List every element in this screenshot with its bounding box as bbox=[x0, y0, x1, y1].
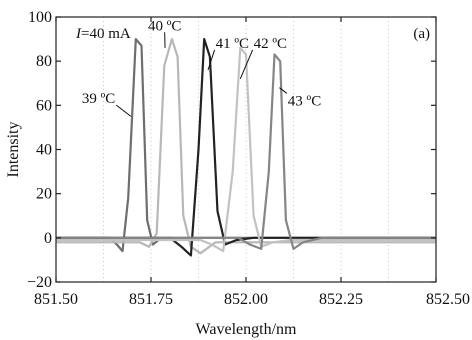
y-tick-label: 20 bbox=[36, 186, 52, 203]
axis-ticks: 851.50 851.75 852.00 852.25 852.50 −20 0 20 40 60… bbox=[27, 9, 470, 308]
condition-label: I=40 mA bbox=[75, 26, 131, 42]
x-axis-title: Wavelength/nm bbox=[196, 321, 297, 338]
panel-label: (a) bbox=[413, 26, 430, 42]
series-label-5: 43 ºC bbox=[288, 93, 321, 109]
y-axis-title: Intensity bbox=[5, 122, 22, 178]
series-annotations: 39 ºC 40 ºC 41 ºC 42 ºC 43 ºC bbox=[82, 18, 321, 117]
y-tick-label: 60 bbox=[36, 97, 52, 114]
y-tick-label: 100 bbox=[28, 9, 52, 26]
x-tick-label: 852.50 bbox=[426, 291, 470, 308]
label-leader-line bbox=[115, 104, 132, 117]
y-tick-label: 40 bbox=[36, 142, 52, 159]
series-line-2 bbox=[56, 38, 436, 255]
label-leader-line bbox=[279, 87, 288, 94]
series-label-3: 41 ºC bbox=[216, 36, 249, 52]
series-label-4: 42 ºC bbox=[254, 36, 287, 52]
series-line-5 bbox=[56, 53, 436, 250]
x-tick-label: 852.00 bbox=[224, 291, 268, 308]
plot-series bbox=[56, 38, 436, 257]
y-tick-label: 0 bbox=[44, 230, 52, 247]
y-tick-label: −20 bbox=[27, 274, 52, 291]
label-leader-line bbox=[239, 49, 254, 80]
label-leader-line bbox=[207, 49, 216, 71]
x-tick-label: 851.75 bbox=[129, 291, 173, 308]
series-label-1: 39 ºC bbox=[82, 91, 115, 107]
x-tick-label: 851.50 bbox=[34, 291, 78, 308]
y-tick-label: 80 bbox=[36, 53, 52, 70]
series-label-2: 40 ºC bbox=[148, 18, 181, 34]
x-tick-label: 852.25 bbox=[319, 291, 363, 308]
series-line-4 bbox=[56, 46, 436, 253]
